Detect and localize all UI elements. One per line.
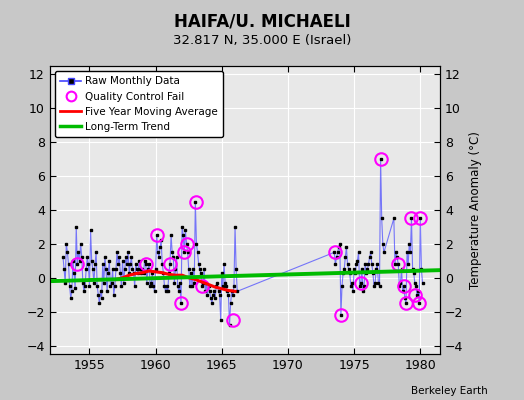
Y-axis label: Temperature Anomaly (°C): Temperature Anomaly (°C) xyxy=(469,131,482,289)
Legend: Raw Monthly Data, Quality Control Fail, Five Year Moving Average, Long-Term Tren: Raw Monthly Data, Quality Control Fail, … xyxy=(55,71,223,137)
Text: HAIFA/U. MICHAELI: HAIFA/U. MICHAELI xyxy=(173,12,351,30)
Text: 32.817 N, 35.000 E (Israel): 32.817 N, 35.000 E (Israel) xyxy=(173,34,351,47)
Text: Berkeley Earth: Berkeley Earth xyxy=(411,386,487,396)
